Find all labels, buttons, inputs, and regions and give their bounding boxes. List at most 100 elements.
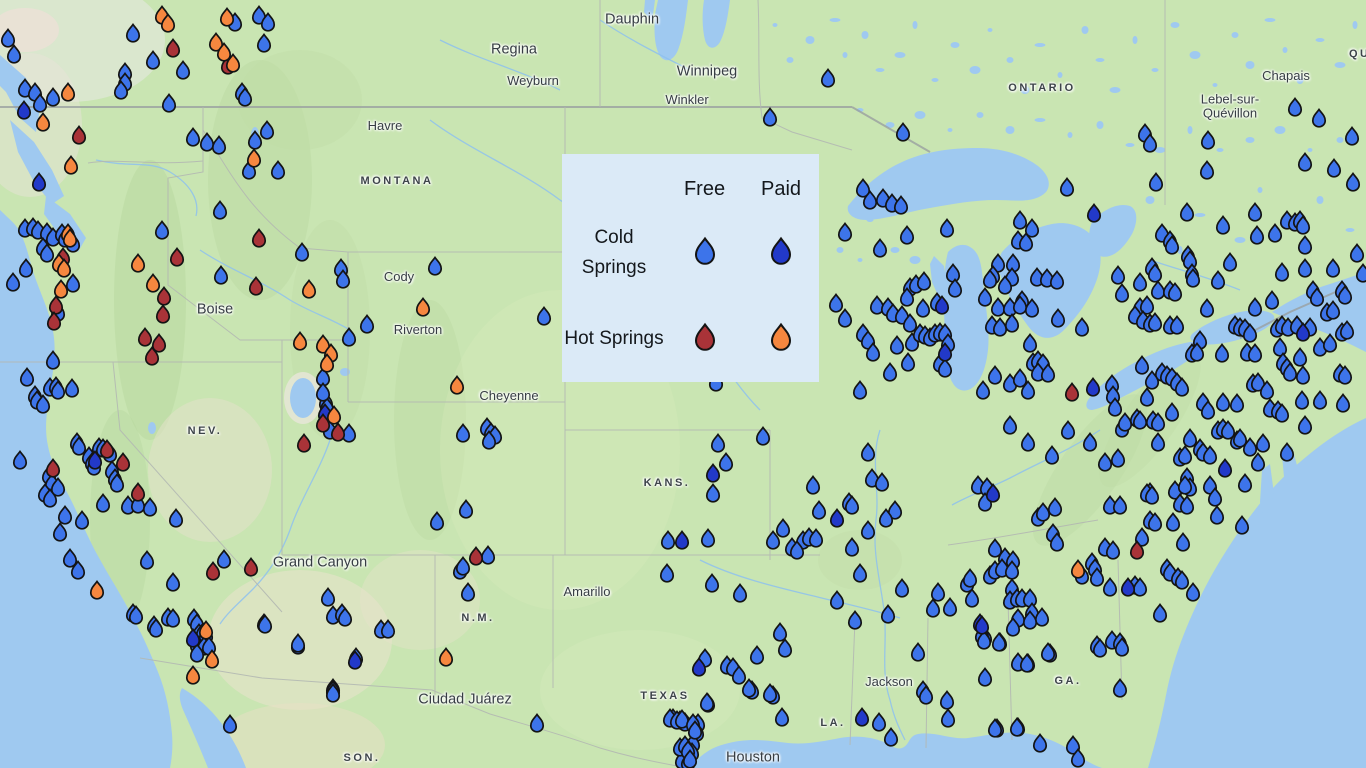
cold-paid-spring-marker[interactable]: [829, 508, 845, 528]
cold-paid-spring-marker[interactable]: [1086, 203, 1102, 223]
cold-free-spring-marker[interactable]: [1004, 313, 1020, 333]
cold-free-spring-marker[interactable]: [860, 442, 876, 462]
cold-free-spring-marker[interactable]: [991, 632, 1007, 652]
cold-free-spring-marker[interactable]: [1199, 298, 1215, 318]
cold-free-spring-marker[interactable]: [65, 273, 81, 293]
hot-free-spring-marker[interactable]: [165, 38, 181, 58]
cold-paid-spring-marker[interactable]: [674, 530, 690, 550]
cold-free-spring-marker[interactable]: [889, 335, 905, 355]
cold-free-spring-marker[interactable]: [1274, 262, 1290, 282]
cold-free-spring-marker[interactable]: [811, 500, 827, 520]
cold-free-spring-marker[interactable]: [939, 690, 955, 710]
cold-free-spring-marker[interactable]: [1297, 235, 1313, 255]
cold-free-spring-marker[interactable]: [705, 483, 721, 503]
cold-free-spring-marker[interactable]: [805, 475, 821, 495]
cold-free-spring-marker[interactable]: [1044, 445, 1060, 465]
cold-free-spring-marker[interactable]: [1349, 243, 1365, 263]
cold-free-spring-marker[interactable]: [222, 714, 238, 734]
cold-free-spring-marker[interactable]: [659, 563, 675, 583]
cold-free-spring-marker[interactable]: [916, 271, 932, 291]
cold-free-spring-marker[interactable]: [1215, 215, 1231, 235]
cold-free-spring-marker[interactable]: [962, 568, 978, 588]
cold-free-spring-marker[interactable]: [820, 68, 836, 88]
cold-free-spring-marker[interactable]: [894, 578, 910, 598]
cold-free-spring-marker[interactable]: [852, 380, 868, 400]
cold-free-spring-marker[interactable]: [1110, 265, 1126, 285]
hot-free-spring-marker[interactable]: [48, 295, 64, 315]
cold-free-spring-marker[interactable]: [860, 520, 876, 540]
cold-free-spring-marker[interactable]: [1175, 532, 1191, 552]
cold-free-spring-marker[interactable]: [165, 572, 181, 592]
cold-free-spring-marker[interactable]: [1311, 108, 1327, 128]
cold-free-spring-marker[interactable]: [899, 225, 915, 245]
cold-free-spring-marker[interactable]: [1292, 347, 1308, 367]
cold-free-spring-marker[interactable]: [1165, 512, 1181, 532]
cold-free-spring-marker[interactable]: [1182, 428, 1198, 448]
cold-free-spring-marker[interactable]: [774, 707, 790, 727]
cold-free-spring-marker[interactable]: [216, 549, 232, 569]
hot-paid-spring-marker[interactable]: [53, 279, 69, 299]
hot-free-spring-marker[interactable]: [296, 433, 312, 453]
hot-paid-spring-marker[interactable]: [438, 647, 454, 667]
cold-free-spring-marker[interactable]: [1295, 365, 1311, 385]
cold-free-spring-marker[interactable]: [1249, 225, 1265, 245]
cold-free-spring-marker[interactable]: [1022, 333, 1038, 353]
cold-free-spring-marker[interactable]: [925, 598, 941, 618]
cold-free-spring-marker[interactable]: [1150, 280, 1166, 300]
cold-free-spring-marker[interactable]: [1040, 642, 1056, 662]
cold-free-spring-marker[interactable]: [1325, 258, 1341, 278]
cold-free-spring-marker[interactable]: [872, 238, 888, 258]
cold-free-spring-marker[interactable]: [1279, 442, 1295, 462]
cold-free-spring-marker[interactable]: [1179, 202, 1195, 222]
cold-free-spring-marker[interactable]: [987, 365, 1003, 385]
cold-free-spring-marker[interactable]: [1214, 343, 1230, 363]
cold-free-spring-marker[interactable]: [1222, 252, 1238, 272]
cold-free-spring-marker[interactable]: [1345, 172, 1361, 192]
cold-free-spring-marker[interactable]: [987, 538, 1003, 558]
cold-free-spring-marker[interactable]: [1250, 452, 1266, 472]
cold-free-spring-marker[interactable]: [1210, 270, 1226, 290]
cold-free-spring-marker[interactable]: [1247, 202, 1263, 222]
cold-free-spring-marker[interactable]: [883, 727, 899, 747]
cold-free-spring-marker[interactable]: [915, 298, 931, 318]
cold-free-spring-marker[interactable]: [1215, 392, 1231, 412]
cold-free-spring-marker[interactable]: [777, 638, 793, 658]
hot-free-spring-marker[interactable]: [1064, 382, 1080, 402]
cold-free-spring-marker[interactable]: [930, 582, 946, 602]
cold-free-spring-marker[interactable]: [1012, 368, 1028, 388]
cold-free-spring-marker[interactable]: [1229, 393, 1245, 413]
cold-free-spring-marker[interactable]: [1355, 263, 1366, 283]
cold-free-spring-marker[interactable]: [1132, 272, 1148, 292]
cold-free-spring-marker[interactable]: [185, 127, 201, 147]
cold-free-spring-marker[interactable]: [1185, 582, 1201, 602]
cold-free-spring-marker[interactable]: [1297, 415, 1313, 435]
cold-free-spring-marker[interactable]: [1297, 258, 1313, 278]
cold-free-spring-marker[interactable]: [1114, 283, 1130, 303]
cold-free-spring-marker[interactable]: [1287, 97, 1303, 117]
cold-free-spring-marker[interactable]: [977, 667, 993, 687]
cold-free-spring-marker[interactable]: [175, 60, 191, 80]
cold-free-spring-marker[interactable]: [1267, 223, 1283, 243]
cold-free-spring-marker[interactable]: [1326, 158, 1342, 178]
cold-free-spring-marker[interactable]: [732, 583, 748, 603]
cold-free-spring-marker[interactable]: [1255, 433, 1271, 453]
cold-free-spring-marker[interactable]: [1234, 515, 1250, 535]
cold-free-spring-marker[interactable]: [837, 308, 853, 328]
cold-free-spring-marker[interactable]: [718, 452, 734, 472]
cold-free-spring-marker[interactable]: [1322, 333, 1338, 353]
cold-free-spring-marker[interactable]: [1199, 160, 1215, 180]
cold-free-spring-marker[interactable]: [895, 122, 911, 142]
cold-free-spring-marker[interactable]: [1335, 393, 1351, 413]
cold-free-spring-marker[interactable]: [161, 93, 177, 113]
cold-free-spring-marker[interactable]: [829, 590, 845, 610]
cold-free-spring-marker[interactable]: [1112, 495, 1128, 515]
cold-free-spring-marker[interactable]: [942, 597, 958, 617]
cold-free-spring-marker[interactable]: [1112, 678, 1128, 698]
cold-free-spring-marker[interactable]: [1297, 152, 1313, 172]
cold-free-spring-marker[interactable]: [762, 107, 778, 127]
cold-free-spring-marker[interactable]: [1009, 717, 1025, 737]
cold-free-spring-marker[interactable]: [64, 378, 80, 398]
cold-free-spring-marker[interactable]: [660, 530, 676, 550]
cold-free-spring-marker[interactable]: [975, 380, 991, 400]
cold-free-spring-marker[interactable]: [910, 642, 926, 662]
